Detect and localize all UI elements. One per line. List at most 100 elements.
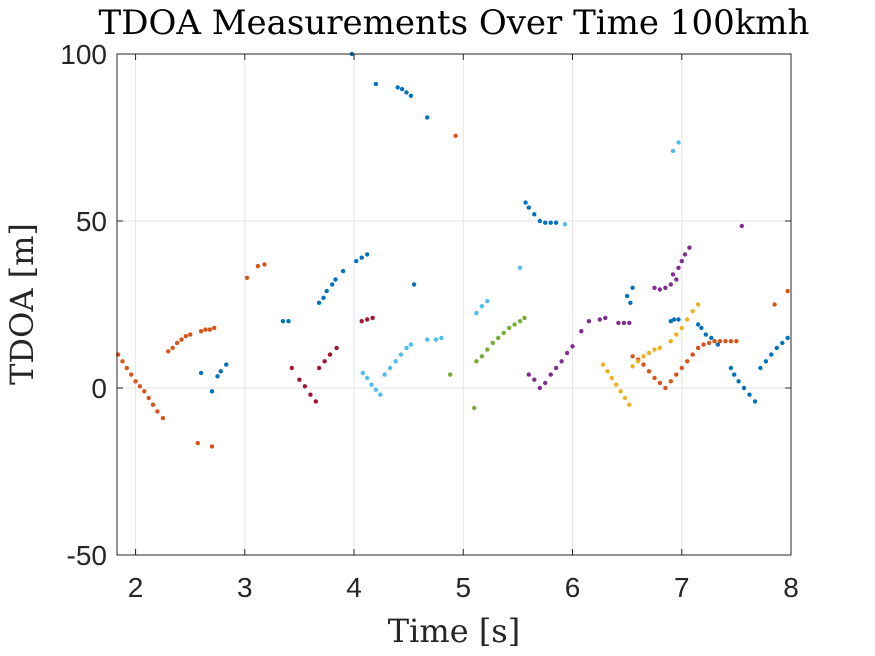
data-point — [747, 392, 752, 397]
data-point — [517, 319, 523, 324]
data-point — [627, 320, 632, 326]
data-point — [485, 347, 490, 352]
data-point — [512, 322, 517, 327]
data-point — [393, 359, 398, 364]
data-point — [676, 265, 681, 270]
data-point — [614, 382, 619, 387]
data-point — [553, 220, 559, 225]
data-point — [741, 385, 747, 391]
data-point — [715, 342, 720, 347]
data-point — [209, 444, 215, 449]
data-point — [562, 222, 568, 227]
y-tick-label: -50 — [67, 540, 107, 571]
data-point — [170, 345, 175, 351]
data-point — [212, 325, 217, 331]
data-point — [359, 255, 364, 260]
data-point — [723, 339, 728, 344]
data-point — [179, 337, 184, 342]
data-point — [605, 369, 610, 374]
data-point — [736, 379, 741, 384]
data-point — [526, 205, 531, 210]
data-point — [321, 295, 326, 300]
data-point — [404, 90, 409, 95]
data-point — [316, 365, 322, 371]
y-tick-label: 50 — [76, 206, 107, 237]
data-point — [695, 302, 701, 307]
data-point — [150, 402, 156, 407]
data-point — [609, 375, 614, 381]
axes-box — [116, 53, 792, 556]
data-point — [706, 340, 712, 346]
data-point — [354, 258, 359, 264]
data-point — [485, 299, 490, 304]
data-point — [316, 300, 322, 305]
data-point — [425, 337, 430, 342]
data-point — [769, 352, 774, 357]
data-point — [670, 272, 676, 277]
data-point — [663, 285, 668, 290]
data-point — [543, 220, 548, 225]
data-point — [785, 288, 790, 294]
data-point — [763, 359, 769, 364]
data-point — [340, 268, 346, 274]
data-point — [624, 293, 630, 299]
axis-ticks — [117, 53, 792, 556]
data-point — [690, 309, 695, 314]
data-point — [174, 340, 180, 346]
data-point — [570, 344, 575, 349]
data-point — [728, 339, 734, 344]
data-point — [322, 359, 327, 364]
data-point — [408, 342, 414, 347]
data-point — [479, 304, 485, 309]
data-point — [313, 399, 318, 404]
data-point — [532, 377, 537, 382]
series — [360, 140, 681, 397]
data-point — [453, 133, 458, 138]
data-point — [523, 200, 528, 205]
data-point — [627, 402, 632, 407]
data-point — [398, 352, 404, 357]
data-point — [537, 385, 542, 391]
data-point — [668, 319, 673, 324]
data-point — [370, 315, 375, 321]
data-point — [600, 362, 606, 367]
data-point — [712, 339, 717, 344]
data-point — [690, 352, 695, 357]
data-point — [378, 392, 383, 397]
data-point — [676, 140, 681, 145]
data-point — [522, 315, 527, 321]
data-point — [425, 115, 430, 120]
data-point — [758, 365, 763, 371]
x-tick-label: 6 — [565, 572, 581, 603]
data-point — [586, 319, 592, 324]
data-point — [532, 212, 537, 217]
data-point — [543, 380, 548, 386]
data-point — [657, 287, 663, 292]
data-point — [207, 327, 213, 332]
y-tick-label: 0 — [91, 373, 107, 404]
data-point — [365, 317, 370, 322]
plot-area — [117, 54, 791, 555]
data-point — [559, 359, 564, 364]
data-point — [517, 265, 523, 270]
data-point — [548, 372, 553, 377]
data-point — [630, 285, 635, 290]
data-point — [359, 319, 364, 324]
data-point — [155, 409, 160, 414]
data-point — [780, 340, 785, 346]
data-point — [120, 359, 125, 364]
data-point — [160, 415, 166, 421]
data-point — [142, 389, 147, 394]
data-point — [215, 374, 220, 379]
x-tick-label: 4 — [346, 572, 362, 603]
data-point — [603, 315, 608, 321]
data-point — [695, 345, 701, 351]
data-point — [198, 329, 204, 334]
data-point — [330, 282, 335, 287]
data-point — [382, 372, 387, 377]
x-axis-label: Time [s] — [388, 612, 520, 650]
data-point — [674, 277, 679, 282]
data-point — [699, 325, 704, 331]
data-point — [785, 335, 790, 341]
data-point — [752, 399, 758, 404]
